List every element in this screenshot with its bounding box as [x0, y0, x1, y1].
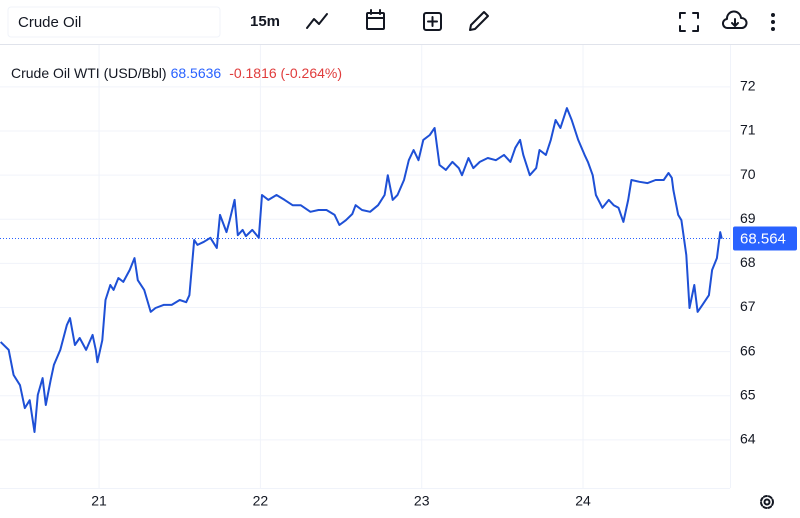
- add-indicator-button[interactable]: [423, 12, 442, 31]
- settings-button[interactable]: [760, 495, 774, 509]
- last-price-label: 68.564: [740, 231, 786, 248]
- fullscreen-button[interactable]: [679, 12, 699, 32]
- x-tick-label: 21: [91, 493, 107, 509]
- symbol-text[interactable]: Crude Oil: [18, 14, 81, 31]
- draw-button[interactable]: [469, 11, 489, 31]
- legend: Crude Oil WTI (USD/Bbl) 68.5636 -0.1816 (-…: [11, 65, 342, 81]
- y-tick-label: 68: [740, 254, 756, 270]
- y-tick-label: 67: [740, 298, 756, 314]
- download-button[interactable]: [721, 10, 748, 29]
- interval-button[interactable]: 15m: [250, 13, 280, 30]
- y-tick-label: 71: [740, 122, 756, 138]
- x-tick-label: 22: [253, 493, 269, 509]
- legend-title: Crude Oil WTI (USD/Bbl): [11, 65, 167, 81]
- y-tick-label: 69: [740, 210, 756, 226]
- symbol-search[interactable]: [7, 6, 221, 38]
- legend-value: 68.5636: [171, 65, 222, 81]
- last-price-tag: [733, 226, 797, 251]
- y-tick-label: 70: [740, 166, 756, 182]
- more-button[interactable]: [771, 13, 775, 31]
- x-tick-label: 24: [575, 493, 591, 509]
- y-tick-label: 64: [740, 431, 756, 447]
- grid: [0, 45, 730, 488]
- y-tick-label: 65: [740, 386, 756, 402]
- y-tick-label: 72: [740, 78, 756, 94]
- plot: [0, 107, 730, 433]
- date-range-button[interactable]: [366, 9, 385, 30]
- price-line: [0, 107, 723, 433]
- y-tick-label: 66: [740, 342, 756, 358]
- chart-type-button[interactable]: [306, 13, 328, 29]
- x-tick-label: 23: [414, 493, 430, 509]
- legend-change: -0.1816 (-0.264%): [229, 65, 342, 81]
